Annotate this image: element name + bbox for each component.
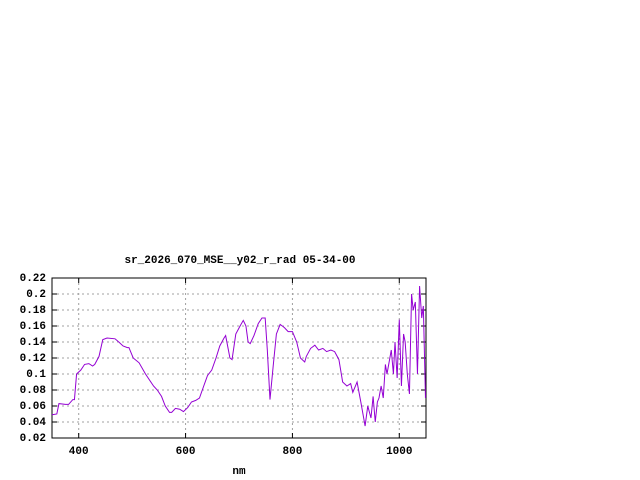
y-tick-label: 0.14 <box>20 337 47 349</box>
x-tick-label: 600 <box>176 446 196 458</box>
chart-title: sr_2026_070_MSE__y02_r_rad 05-34-00 <box>124 255 355 267</box>
x-tick-label: 400 <box>69 446 89 458</box>
y-tick-label: 0.2 <box>26 289 46 301</box>
y-tick-label: 0.06 <box>20 401 46 413</box>
x-tick-label: 800 <box>283 446 303 458</box>
y-tick-label: 0.1 <box>26 369 46 381</box>
plot-frame <box>51 277 427 439</box>
x-tick-label: 1000 <box>386 446 412 458</box>
x-axis-label: nm <box>232 466 246 478</box>
y-tick-label: 0.18 <box>20 305 47 317</box>
y-tick-label: 0.02 <box>20 433 46 445</box>
y-tick-label: 0.12 <box>20 353 46 365</box>
data-line <box>51 285 426 427</box>
y-tick-label: 0.16 <box>20 321 46 333</box>
y-tick-label: 0.08 <box>20 385 47 397</box>
y-tick-label: 0.04 <box>20 417 47 429</box>
y-tick-label: 0.22 <box>20 273 46 285</box>
